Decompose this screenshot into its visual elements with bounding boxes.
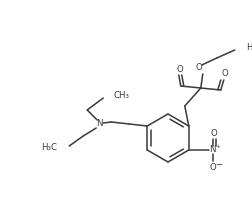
- Text: −: −: [214, 160, 222, 168]
- Text: H₃C: H₃C: [245, 43, 252, 53]
- Text: CH₃: CH₃: [113, 92, 129, 101]
- Text: H₃C: H₃C: [41, 143, 57, 153]
- Text: N: N: [96, 120, 102, 128]
- Text: O: O: [210, 128, 216, 138]
- Text: O: O: [220, 69, 227, 79]
- Text: +: +: [214, 143, 219, 148]
- Text: N: N: [209, 145, 215, 155]
- Text: O: O: [209, 162, 215, 171]
- Text: O: O: [195, 63, 201, 73]
- Text: O: O: [176, 64, 182, 74]
